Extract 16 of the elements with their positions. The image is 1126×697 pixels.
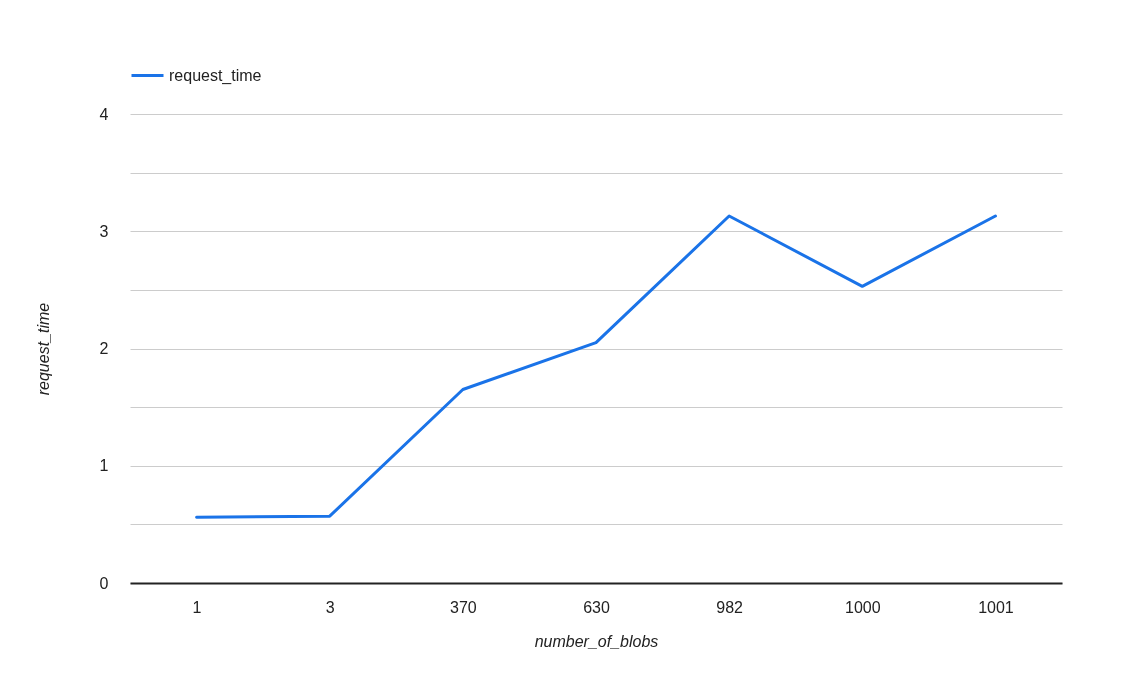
x-tick-label: 630 [583, 598, 610, 616]
x-tick-label: 3 [325, 598, 335, 616]
y-tick-label: 4 [99, 105, 109, 123]
x-axis-title: number_of_blobs [534, 632, 659, 650]
x-tick-label: 1 [192, 598, 202, 616]
x-tick-label: 1000 [844, 598, 881, 616]
x-tick-label: 370 [450, 598, 477, 616]
x-tick-label: 1001 [978, 598, 1014, 616]
y-tick-label: 1 [99, 457, 109, 475]
legend-label: request_time [169, 66, 262, 85]
y-tick-label: 2 [99, 340, 109, 357]
y-tick-label: 3 [99, 222, 109, 240]
y-tick-label: 0 [99, 574, 109, 592]
line-series [195, 214, 997, 519]
x-tick-label: 982 [716, 598, 744, 616]
y-axis-title: request_time [34, 302, 52, 396]
